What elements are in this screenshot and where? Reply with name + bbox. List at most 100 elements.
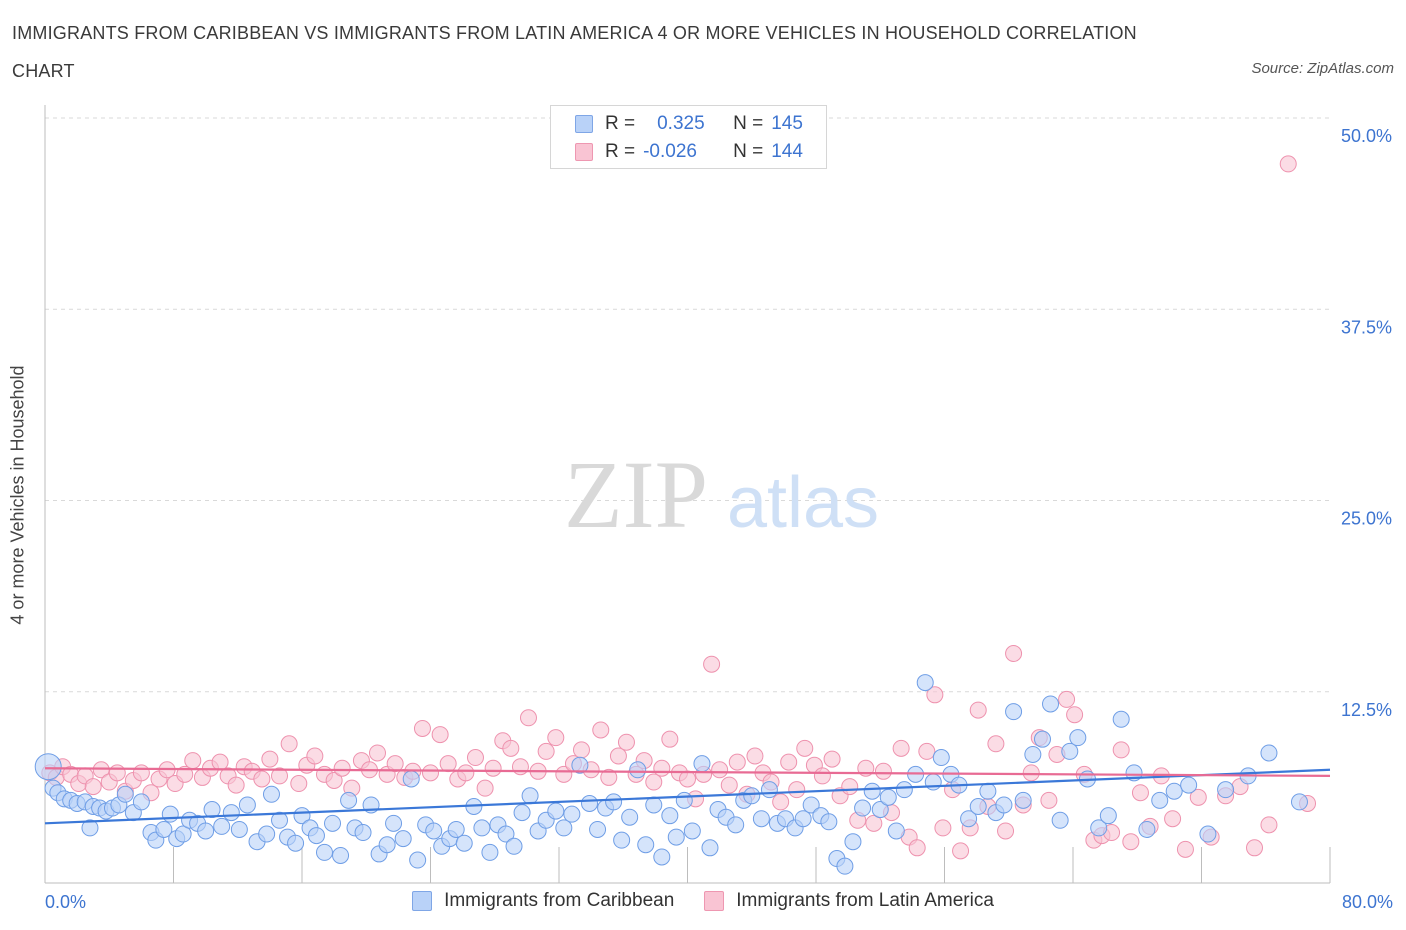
caribbean-point — [378, 836, 396, 854]
series-swatch-latin-america — [704, 891, 725, 911]
caribbean-point — [132, 793, 150, 811]
latin-america-point — [290, 775, 308, 793]
caribbean-point — [995, 796, 1013, 814]
caribbean-point — [1217, 781, 1235, 799]
latin-america-point — [572, 741, 590, 759]
legend-r-value: -0.026 — [643, 141, 697, 162]
caribbean-point — [1033, 730, 1051, 748]
caribbean-point — [81, 819, 99, 837]
x-tick-label: 80.0% — [1342, 892, 1393, 912]
latin-america-point — [84, 778, 102, 796]
caribbean-point — [197, 822, 215, 840]
latin-america-point — [997, 822, 1015, 840]
latin-america-point — [813, 767, 831, 785]
caribbean-point — [513, 804, 531, 822]
caribbean-point — [760, 781, 778, 799]
caribbean-point — [271, 811, 289, 829]
latin-america-point — [184, 752, 202, 770]
latin-america-point — [1246, 839, 1264, 857]
caribbean-point — [354, 824, 372, 842]
caribbean-point — [836, 857, 854, 875]
latin-america-point — [934, 819, 952, 837]
y-tick-label: 25.0% — [1341, 509, 1392, 529]
series-legend-caribbean[interactable]: Immigrants from Caribbean — [412, 890, 674, 912]
latin-america-point — [796, 739, 814, 757]
series-label-caribbean: Immigrants from Caribbean — [444, 890, 675, 911]
x-tick-label: 0.0% — [45, 892, 86, 912]
latin-america-point — [368, 744, 386, 762]
chart-title: IMMIGRANTS FROM CARIBBEAN VS IMMIGRANTS … — [12, 23, 1137, 81]
caribbean-point — [683, 822, 701, 840]
caribbean-point — [521, 787, 539, 805]
latin-america-point — [1005, 645, 1023, 662]
latin-america-point — [519, 709, 537, 727]
caribbean-point — [1180, 776, 1198, 794]
caribbean-point — [727, 816, 745, 834]
latin-america-point — [511, 758, 529, 776]
latin-america-point — [788, 781, 806, 799]
axes — [44, 105, 1331, 884]
caribbean-point — [1112, 710, 1130, 728]
series-legend-latin-america[interactable]: Immigrants from Latin America — [704, 890, 994, 912]
caribbean-trend-line — [44, 768, 1331, 825]
latin-america-point — [874, 762, 892, 780]
trend-lines — [44, 767, 1331, 825]
caribbean-point — [394, 830, 412, 848]
caribbean-point — [1024, 745, 1042, 763]
latin-america-point — [661, 730, 679, 748]
latin-america-point — [1122, 833, 1140, 851]
caribbean-point — [645, 796, 663, 814]
latin-america-point — [422, 764, 439, 782]
latin-america-point — [253, 770, 271, 788]
latin-america-point — [457, 764, 475, 782]
caribbean-point — [547, 802, 565, 820]
caribbean-point — [1138, 820, 1156, 838]
caribbean-point — [1165, 782, 1183, 800]
latin-america-point — [261, 750, 279, 768]
y-tick-label: 12.5% — [1341, 700, 1392, 720]
legend-swatch-latin-america — [575, 143, 593, 161]
latin-america-point — [280, 735, 298, 753]
caribbean-point — [916, 674, 934, 692]
caribbean-point — [871, 801, 889, 819]
caribbean-point — [1151, 791, 1169, 809]
latin-america-trend-line — [44, 767, 1331, 778]
y-tick-label: 37.5% — [1341, 317, 1392, 337]
caribbean-point — [969, 798, 987, 815]
latin-america-point — [865, 814, 883, 832]
latin-america-point — [772, 793, 790, 811]
caribbean-point — [1199, 825, 1217, 843]
caribbean-point — [1290, 793, 1308, 811]
caribbean-point — [887, 822, 905, 840]
latin-america-point — [780, 753, 798, 771]
caribbean-point — [752, 810, 770, 828]
legend-r-label: R = — [605, 141, 636, 162]
latin-america-point — [720, 776, 738, 794]
caribbean-point — [287, 834, 305, 852]
legend-row-caribbean: R = 0.325 N = 145 — [575, 111, 803, 137]
caribbean-point — [385, 814, 403, 832]
caribbean-point — [203, 801, 221, 819]
caribbean-point — [505, 837, 523, 855]
caribbean-point — [1051, 811, 1069, 829]
legend-row-latin-america: R = -0.026 N = 144 — [575, 139, 803, 165]
caribbean-point — [1061, 742, 1079, 760]
caribbean-point — [879, 788, 897, 806]
latin-america-point — [333, 759, 351, 777]
y-tick-label: 50.0% — [1341, 126, 1392, 146]
latin-america-point — [431, 726, 449, 744]
latin-america-point — [413, 719, 431, 737]
latin-america-point — [1112, 741, 1130, 759]
legend-r-value: 0.325 — [657, 113, 705, 134]
caribbean-point — [340, 791, 358, 809]
caribbean-point — [637, 836, 655, 854]
latin-america-point — [823, 750, 841, 768]
latin-america-point — [537, 742, 555, 760]
latin-america-point — [325, 771, 343, 789]
latin-america-point — [969, 701, 987, 719]
caribbean-point — [1014, 791, 1032, 809]
caribbean-point — [794, 810, 812, 828]
latin-america-point — [609, 747, 627, 765]
source-label: Source: ZipAtlas.com — [1251, 60, 1394, 77]
caribbean-point — [802, 796, 820, 814]
